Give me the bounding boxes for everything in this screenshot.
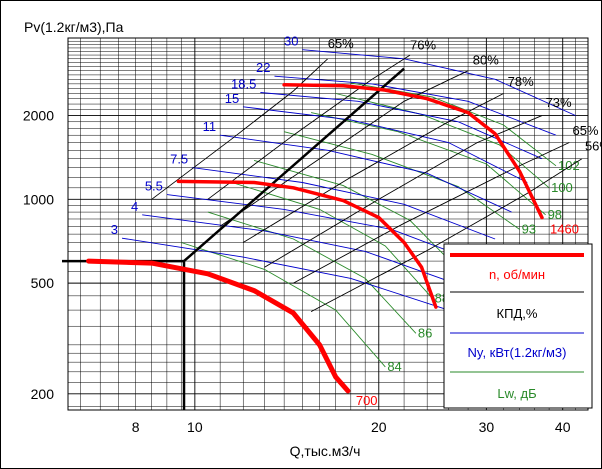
sound-curve-label: 100: [551, 180, 573, 195]
sound-curve-label: 86: [418, 325, 432, 340]
power-curve-label: 3: [111, 222, 118, 237]
efficiency-line-label: 80%: [473, 53, 499, 68]
power-curve: [302, 49, 576, 117]
x-tick-label: 40: [555, 419, 571, 435]
plot-frame: [67, 37, 589, 411]
efficiency-line-label: 78%: [508, 74, 534, 89]
sound-curve-label: 98: [548, 207, 562, 222]
x-tick-label: 30: [479, 419, 495, 435]
fan-curve: [86, 258, 351, 394]
y-axis-label: Pv(1.2кг/м3),Па: [24, 19, 124, 35]
efficiency-line: [310, 158, 583, 312]
power-curve: [121, 237, 449, 311]
legend: n, об/мин КПД,% Ny, кВт(1.2кг/м3) Lw, дБ: [443, 243, 593, 409]
sound-curve-label: 84: [387, 359, 401, 374]
power-curve-label: 4: [131, 199, 138, 214]
legend-box: [443, 243, 593, 409]
efficiency-line: [293, 142, 570, 284]
efficiency-line: [242, 93, 504, 243]
sound-curve: [311, 112, 546, 216]
power-curve-label: 7.5: [170, 152, 188, 167]
power-curve: [243, 106, 528, 183]
y-tick-label: 1000: [23, 191, 54, 207]
y-tick-label: 200: [31, 386, 55, 402]
efficiency-line-label: 73%: [546, 95, 572, 110]
x-axis-label: Q,тыс.м3/ч: [290, 443, 361, 459]
x-tick-label: 10: [187, 419, 203, 435]
legend-label-rpm: n, об/мин: [489, 267, 545, 282]
power-curve: [142, 214, 469, 289]
system-curve-line: [183, 67, 405, 263]
sound-curve-label: 93: [522, 221, 536, 236]
legend-label-power: Ny, кВт(1.2кг/м3): [468, 345, 567, 360]
sound-curve-label: 102: [558, 158, 580, 173]
power-curve: [274, 75, 557, 136]
efficiency-line-label: 76%: [410, 38, 436, 53]
sound-curve: [207, 211, 417, 334]
tick-labels: 8 10 20 30 40 200 500 1000 2000: [23, 108, 571, 435]
legend-label-sound: Lw, дБ: [497, 386, 536, 401]
power-curve: [166, 194, 487, 266]
power-curve: [192, 167, 496, 240]
sound-curve: [231, 182, 433, 299]
efficiency-line-label: 65%: [572, 123, 598, 138]
fan-curve-rpm-label: 700: [356, 393, 378, 408]
power-curve-label: 5.5: [145, 179, 163, 194]
fan-curve: [176, 179, 438, 309]
fan-curve: [282, 83, 544, 220]
x-tick-label: 8: [132, 419, 140, 435]
power-curve-label: 15: [225, 91, 239, 106]
efficiency-lines: 56%65%73%78%80%76%65%: [151, 36, 602, 312]
efficiency-line: [207, 54, 411, 200]
sound-curve: [335, 93, 550, 189]
legend-label-efficiency: КПД,%: [497, 306, 538, 321]
efficiency-line-label: 65%: [328, 36, 354, 51]
power-curve-label: 30: [284, 34, 298, 49]
y-tick-label: 2000: [23, 108, 54, 124]
efficiency-line: [219, 70, 469, 227]
fan-curve-rpm-label: 1460: [550, 222, 579, 237]
power-curve-label: 18.5: [231, 77, 256, 92]
power-curve-label: 11: [203, 119, 217, 134]
power-curve-label: 22: [256, 60, 270, 75]
x-tick-label: 20: [371, 419, 387, 435]
y-tick-label: 500: [31, 275, 55, 291]
efficiency-line: [151, 58, 329, 200]
efficiency-line-label: 56%: [585, 138, 602, 153]
sound-curve: [181, 242, 386, 368]
efficiency-line: [264, 115, 543, 268]
